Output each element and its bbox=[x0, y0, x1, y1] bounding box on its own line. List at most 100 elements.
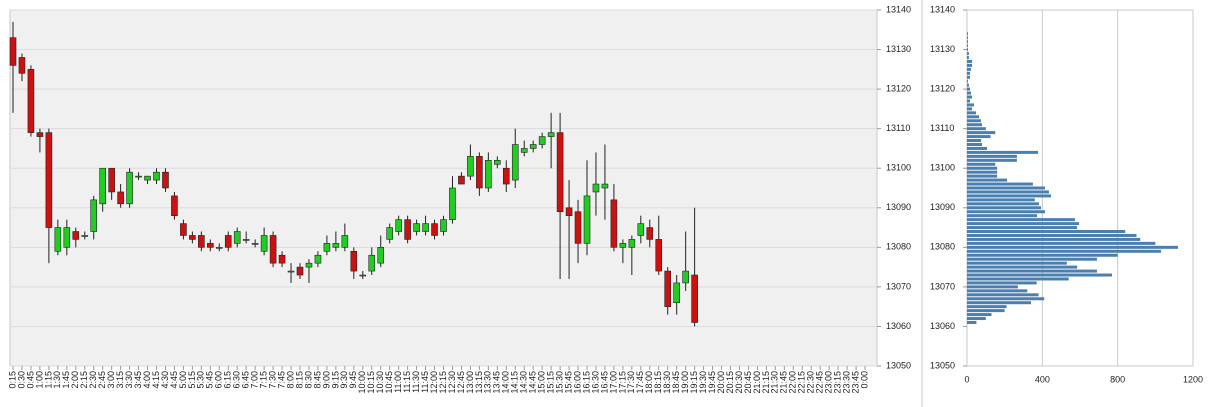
x-tick-label: 3:45 bbox=[133, 371, 143, 389]
profile-bar bbox=[967, 139, 982, 143]
x-tick-label: 8:15 bbox=[294, 371, 304, 389]
profile-bar bbox=[967, 317, 986, 321]
x-tick-label: 4:30 bbox=[160, 371, 170, 389]
profile-bar bbox=[967, 103, 974, 107]
candle-body bbox=[458, 175, 465, 185]
candle-body bbox=[18, 57, 26, 74]
y-tick-label: 13100 bbox=[886, 163, 911, 173]
x-tick-label: 8:30 bbox=[303, 371, 313, 389]
x-tick-label: 13:00 bbox=[465, 371, 475, 394]
profile-bar bbox=[967, 261, 1067, 265]
candle-body bbox=[511, 144, 519, 181]
x-tick-label: 23:45 bbox=[850, 371, 860, 394]
x-tick-label: 0:00 bbox=[859, 371, 869, 389]
x-tick-label: 7:00 bbox=[250, 371, 260, 389]
profile-bar bbox=[967, 194, 1051, 198]
x-tick-label: 4:45 bbox=[169, 371, 179, 389]
x-tick-label: 11:00 bbox=[393, 371, 403, 393]
profile-bar bbox=[967, 63, 973, 67]
candle-body bbox=[162, 171, 169, 189]
x-tick-label: 8:45 bbox=[312, 371, 322, 389]
x-tick-label: 21:30 bbox=[770, 371, 780, 394]
candle-body bbox=[323, 243, 331, 252]
x-tick-label: 6:45 bbox=[241, 371, 251, 389]
y-tick-label: 13070 bbox=[930, 281, 955, 291]
profile-bar bbox=[967, 230, 1126, 234]
x-tick-label: 14:00 bbox=[501, 371, 511, 394]
x-tick-label: 18:00 bbox=[644, 371, 654, 394]
profile-bar bbox=[967, 40, 968, 44]
y-tick-label: 13120 bbox=[886, 83, 911, 93]
candle-body bbox=[431, 223, 438, 236]
x-tick-label: 7:15 bbox=[259, 371, 269, 389]
profile-bar bbox=[967, 111, 977, 115]
x-tick-label: 20:30 bbox=[734, 371, 744, 394]
candle-body bbox=[359, 274, 367, 277]
x-tick-label: 18:45 bbox=[671, 371, 681, 394]
profile-bar bbox=[967, 226, 1077, 230]
candle-body bbox=[440, 219, 447, 232]
x-tick-label: 5:15 bbox=[187, 371, 197, 389]
profile-bar bbox=[967, 253, 1118, 257]
profile-bar bbox=[967, 285, 1018, 289]
candle-body bbox=[583, 195, 591, 244]
profile-bar bbox=[967, 52, 969, 56]
profile-bar bbox=[967, 150, 1039, 154]
candle-body bbox=[538, 136, 546, 145]
x-tick-label: 6:30 bbox=[232, 371, 242, 389]
x-tick-label: 20:00 bbox=[716, 371, 726, 394]
candle-body bbox=[520, 148, 528, 153]
candle-body bbox=[350, 250, 358, 272]
profile-bar bbox=[967, 198, 1035, 202]
profile-bar bbox=[967, 265, 1078, 269]
candle-body bbox=[547, 132, 555, 137]
candle-body bbox=[485, 160, 492, 189]
profile-bar bbox=[967, 107, 973, 111]
profile-bar bbox=[967, 190, 1049, 194]
x-tick-label: 22:30 bbox=[806, 371, 816, 394]
x-tick-label: 22:00 bbox=[788, 371, 798, 394]
x-tick-label: 11:15 bbox=[402, 371, 412, 393]
candle-body bbox=[36, 132, 44, 137]
x-tick-label: 16:15 bbox=[581, 371, 591, 394]
profile-bar bbox=[967, 99, 971, 103]
profile-bar bbox=[967, 135, 991, 139]
x-tick-label: 10:00 bbox=[357, 371, 367, 394]
candle-body bbox=[27, 69, 35, 133]
x-tick-label: 5:30 bbox=[196, 371, 206, 389]
profile-bar bbox=[967, 131, 996, 135]
candle-body bbox=[144, 175, 151, 181]
profile-bar bbox=[967, 210, 1045, 214]
x-tick-label: 0:15 bbox=[7, 371, 17, 389]
profile-bar bbox=[967, 59, 973, 63]
profile-bar bbox=[967, 83, 969, 87]
candle-body bbox=[341, 235, 349, 248]
x-tick-label: 9:45 bbox=[348, 371, 358, 389]
profile-bar bbox=[967, 67, 971, 71]
candle-body bbox=[189, 235, 196, 240]
x-tick-label: 17:45 bbox=[635, 371, 645, 394]
x-tick-label: 1:00 bbox=[34, 371, 44, 389]
x-tick-label: 23:30 bbox=[841, 371, 851, 394]
x-tick-label: 0:30 bbox=[16, 371, 26, 389]
candle-body bbox=[413, 223, 420, 232]
x-tick-label: 11:30 bbox=[411, 371, 421, 393]
x-tick-label: 1:45 bbox=[61, 371, 71, 389]
x-tick-label: 1200 bbox=[1183, 374, 1203, 384]
x-tick-label: 2:45 bbox=[97, 371, 107, 389]
x-tick-label: 23:15 bbox=[833, 371, 843, 394]
x-tick-label: 3:00 bbox=[106, 371, 116, 389]
profile-bar bbox=[967, 222, 1080, 226]
candle-body bbox=[377, 247, 385, 264]
x-tick-label: 800 bbox=[1110, 374, 1125, 384]
candle-body bbox=[574, 211, 582, 244]
x-tick-label: 21:15 bbox=[761, 371, 771, 394]
candle-body bbox=[494, 160, 501, 165]
y-tick-label: 13090 bbox=[930, 202, 955, 212]
x-tick-label: 400 bbox=[1035, 374, 1050, 384]
candle-body bbox=[610, 199, 618, 248]
x-tick-label: 16:00 bbox=[572, 371, 582, 394]
profile-bar bbox=[967, 301, 1032, 305]
profile-bar bbox=[967, 91, 971, 95]
profile-bar bbox=[967, 95, 973, 99]
